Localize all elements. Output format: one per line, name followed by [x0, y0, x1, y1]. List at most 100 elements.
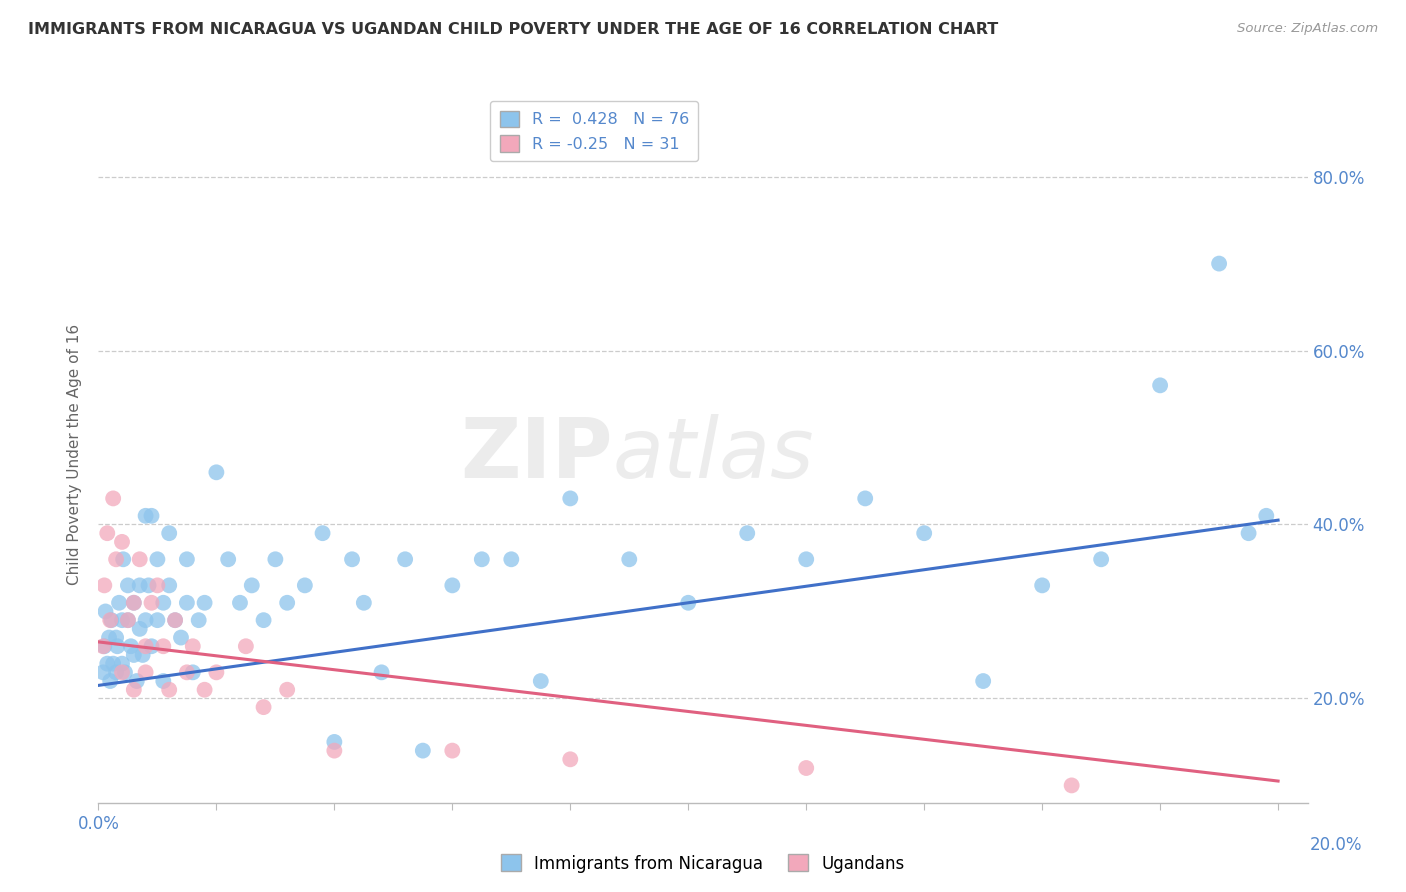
Point	[912, 526, 935, 541]
Point	[105, 631, 128, 645]
Point	[135, 665, 157, 680]
Legend: Immigrants from Nicaragua, Ugandans: Immigrants from Nicaragua, Ugandans	[495, 847, 911, 880]
Point	[122, 682, 145, 697]
Point	[471, 552, 494, 566]
Point	[128, 578, 150, 592]
Point	[229, 596, 252, 610]
Point	[441, 744, 464, 758]
Point	[205, 466, 228, 480]
Y-axis label: Child Poverty Under the Age of 16: Child Poverty Under the Age of 16	[67, 325, 83, 585]
Point	[735, 526, 758, 541]
Point	[96, 526, 118, 541]
Point	[122, 596, 145, 610]
Point	[619, 552, 641, 566]
Point	[152, 674, 174, 689]
Point	[181, 639, 204, 653]
Point	[114, 665, 136, 680]
Point	[1237, 526, 1260, 541]
Point	[105, 552, 128, 566]
Point	[240, 578, 263, 592]
Text: IMMIGRANTS FROM NICARAGUA VS UGANDAN CHILD POVERTY UNDER THE AGE OF 16 CORRELATI: IMMIGRANTS FROM NICARAGUA VS UGANDAN CHI…	[28, 22, 998, 37]
Point	[91, 639, 114, 653]
Point	[370, 665, 392, 680]
Point	[560, 752, 582, 766]
Point	[120, 639, 142, 653]
Point	[98, 674, 121, 689]
Point	[111, 657, 134, 671]
Text: Source: ZipAtlas.com: Source: ZipAtlas.com	[1237, 22, 1378, 36]
Point	[276, 596, 298, 610]
Point	[441, 578, 464, 592]
Point	[152, 639, 174, 653]
Point	[217, 552, 239, 566]
Point	[165, 613, 187, 627]
Point	[141, 596, 163, 610]
Point	[146, 578, 169, 592]
Point	[141, 639, 163, 653]
Point	[93, 639, 115, 653]
Point	[560, 491, 582, 506]
Text: atlas: atlas	[613, 415, 814, 495]
Point	[91, 665, 114, 680]
Point	[100, 613, 122, 627]
Point	[794, 552, 817, 566]
Point	[1031, 578, 1053, 592]
Point	[170, 631, 193, 645]
Point	[252, 613, 274, 627]
Point	[311, 526, 333, 541]
Point	[157, 526, 180, 541]
Point	[530, 674, 553, 689]
Point	[157, 682, 180, 697]
Point	[94, 605, 117, 619]
Point	[131, 648, 153, 662]
Point	[1256, 508, 1278, 523]
Point	[1090, 552, 1112, 566]
Point	[112, 552, 135, 566]
Point	[135, 508, 157, 523]
Point	[111, 534, 134, 549]
Legend: R =  0.428   N = 76, R = -0.25   N = 31: R = 0.428 N = 76, R = -0.25 N = 31	[491, 101, 699, 161]
Point	[678, 596, 700, 610]
Point	[194, 596, 217, 610]
Point	[122, 648, 145, 662]
Text: ZIP: ZIP	[460, 415, 613, 495]
Point	[176, 552, 198, 566]
Point	[138, 578, 160, 592]
Point	[98, 631, 121, 645]
Point	[146, 552, 169, 566]
Point	[972, 674, 994, 689]
Point	[141, 508, 163, 523]
Point	[117, 613, 139, 627]
Point	[181, 665, 204, 680]
Point	[135, 639, 157, 653]
Point	[146, 613, 169, 627]
Point	[128, 622, 150, 636]
Point	[1149, 378, 1171, 392]
Point	[105, 639, 128, 653]
Point	[264, 552, 287, 566]
Point	[501, 552, 523, 566]
Point	[101, 491, 124, 506]
Point	[353, 596, 375, 610]
Point	[176, 596, 198, 610]
Point	[111, 613, 134, 627]
Point	[96, 657, 118, 671]
Point	[117, 578, 139, 592]
Point	[340, 552, 363, 566]
Point	[152, 596, 174, 610]
Point	[853, 491, 876, 506]
Point	[98, 613, 121, 627]
Point	[187, 613, 209, 627]
Point	[122, 596, 145, 610]
Point	[125, 674, 148, 689]
Point	[176, 665, 198, 680]
Point	[323, 744, 346, 758]
Point	[235, 639, 257, 653]
Point	[108, 596, 131, 610]
Point	[105, 665, 128, 680]
Text: 20.0%: 20.0%	[1310, 836, 1362, 855]
Point	[111, 665, 134, 680]
Point	[157, 578, 180, 592]
Point	[412, 744, 434, 758]
Point	[93, 578, 115, 592]
